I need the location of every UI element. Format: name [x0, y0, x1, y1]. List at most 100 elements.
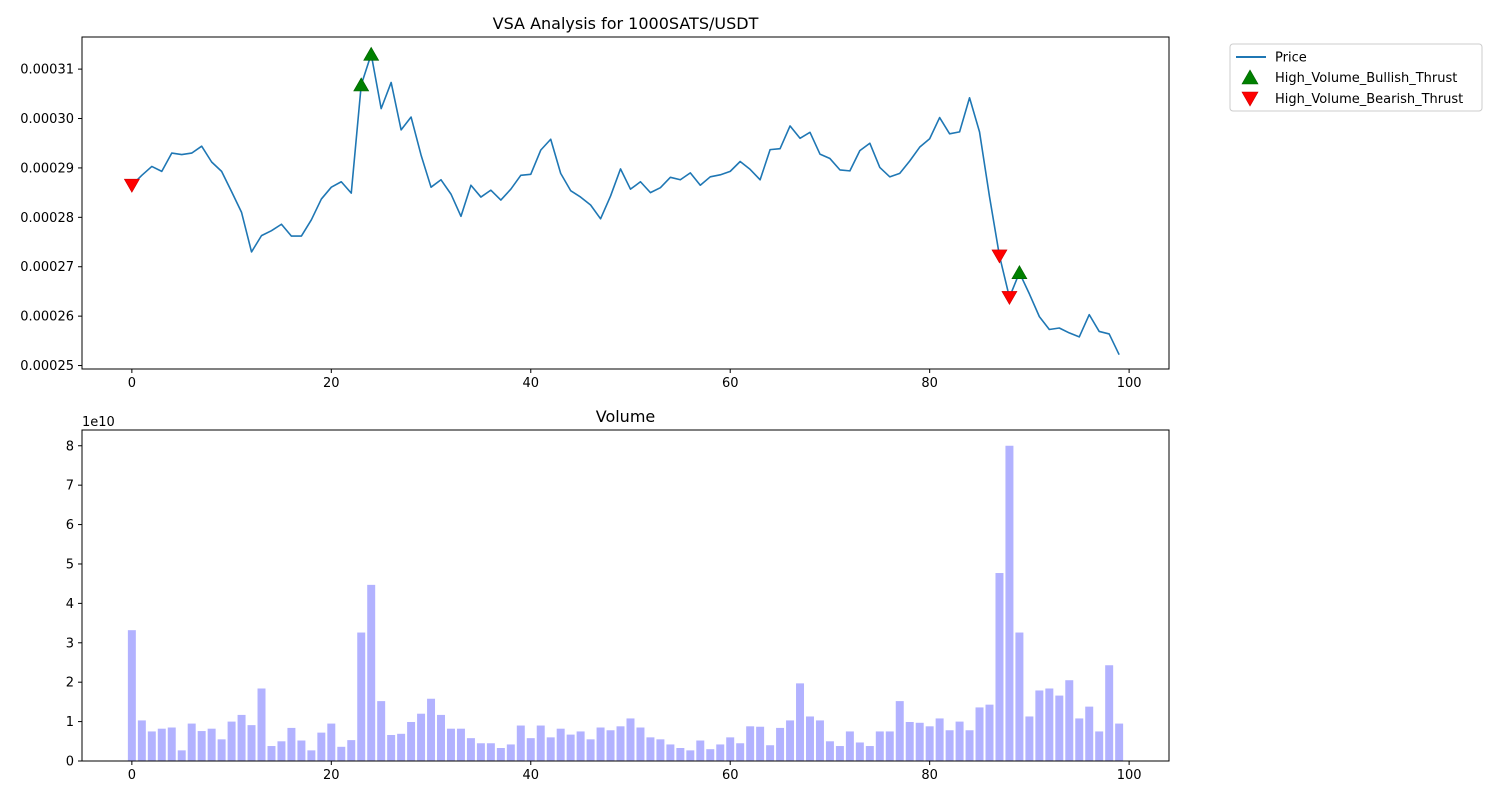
volume-bar [347, 740, 356, 761]
volume-bar [776, 727, 785, 761]
volume-axes: 0 20 40 60 80 100 0 1 2 3 4 5 6 7 8 [66, 429, 1170, 783]
volume-bar [476, 743, 485, 761]
volume-x-tick-label: 100 [1117, 768, 1142, 783]
volume-bar [636, 727, 645, 761]
volume-bar [207, 728, 216, 761]
volume-bar [466, 738, 475, 761]
volume-bar [796, 683, 805, 761]
volume-bar [606, 730, 615, 761]
volume-bar [696, 740, 705, 761]
volume-y-tick-label: 1 [66, 715, 74, 730]
volume-y-scale-label: 1e10 [82, 415, 115, 430]
volume-bar [1085, 706, 1094, 761]
volume-bar [616, 726, 625, 761]
volume-y-tick-label: 6 [66, 518, 74, 533]
volume-bar [287, 727, 296, 761]
volume-bar [227, 721, 236, 761]
volume-bar [895, 701, 904, 761]
volume-bar [277, 741, 286, 761]
volume-bar [875, 731, 884, 761]
volume-bar [1065, 680, 1074, 761]
volume-bar [676, 748, 685, 761]
volume-x-tick-label: 0 [128, 768, 136, 783]
volume-bar [327, 723, 336, 761]
volume-bar [147, 731, 156, 761]
volume-bar [427, 698, 436, 761]
volume-bar [1055, 695, 1064, 761]
volume-bar [746, 726, 755, 761]
price-line [131, 53, 1120, 356]
volume-y-tick-label: 3 [66, 636, 74, 651]
volume-bar [237, 714, 246, 761]
volume-y-tick-label: 4 [66, 597, 74, 612]
volume-bar [377, 701, 386, 761]
volume-bar [815, 720, 824, 761]
volume-bar [835, 746, 844, 761]
volume-bar [317, 732, 326, 761]
price-x-tick-label: 100 [1117, 376, 1142, 391]
legend-bullish-marker [1241, 69, 1259, 85]
legend-bullish-label: High_Volume_Bullish_Thrust [1275, 71, 1457, 86]
bearish-thrust-marker [1001, 291, 1018, 305]
volume-bar [756, 726, 765, 761]
volume-bar [1025, 716, 1034, 761]
price-y-tick-label: 0.00026 [20, 310, 74, 325]
price-chart-title: VSA Analysis for 1000SATS/USDT [493, 14, 759, 33]
volume-x-tick-label: 60 [722, 768, 739, 783]
bearish-thrust-marker [123, 178, 140, 193]
volume-bar [1105, 665, 1114, 761]
volume-bar [576, 731, 585, 761]
price-x-tick-label: 40 [522, 376, 539, 391]
volume-bar [965, 730, 974, 761]
volume-bar [865, 746, 874, 761]
volume-bar [516, 725, 525, 761]
volume-bar [736, 743, 745, 761]
volume-y-tick-label: 5 [66, 557, 74, 572]
volume-y-tick-label: 0 [66, 755, 74, 770]
volume-bar [337, 746, 346, 761]
volume-bar [437, 714, 445, 761]
bullish-thrust-marker [353, 77, 370, 92]
volume-y-tick-label: 2 [66, 676, 74, 691]
volume-bar [1035, 690, 1044, 761]
volume-bar [1045, 688, 1054, 761]
volume-bar [446, 728, 455, 761]
price-x-tick-label: 80 [921, 376, 938, 391]
volume-bar [536, 725, 545, 761]
volume-bar [546, 737, 555, 761]
volume-bar [925, 726, 934, 761]
legend: Price High_Volume_Bullish_Thrust High_Vo… [1229, 43, 1483, 112]
volume-bar [995, 573, 1004, 761]
volume-bar [656, 739, 665, 761]
volume-bar [646, 737, 655, 761]
volume-bar [706, 749, 715, 761]
price-y-tick-label: 0.00031 [20, 63, 74, 78]
legend-price-label: Price [1275, 51, 1307, 66]
volume-frame [81, 429, 1170, 762]
volume-bar [496, 748, 505, 761]
volume-x-tick-label: 40 [522, 768, 539, 783]
volume-bar [945, 730, 954, 761]
volume-bar [187, 723, 196, 761]
bullish-thrust-marker [363, 46, 380, 61]
volume-bar [726, 737, 735, 761]
volume-bar [686, 750, 695, 761]
price-plot-area [123, 46, 1120, 356]
volume-bar [257, 688, 266, 761]
volume-bar [526, 738, 535, 761]
volume-bar [566, 734, 575, 761]
volume-chart-title: Volume [596, 407, 656, 426]
volume-bar [885, 731, 894, 761]
volume-bar [157, 728, 166, 761]
volume-bar [167, 727, 176, 761]
legend-bearish-marker [1241, 91, 1259, 107]
volume-bar [1075, 718, 1084, 761]
volume-bar [486, 743, 495, 761]
bearish-thrust-marker [991, 249, 1008, 264]
volume-bar [417, 713, 426, 761]
volume-bar [935, 718, 944, 761]
volume-bar [1095, 731, 1104, 761]
volume-bar [1005, 445, 1014, 761]
volume-bar [915, 722, 924, 761]
